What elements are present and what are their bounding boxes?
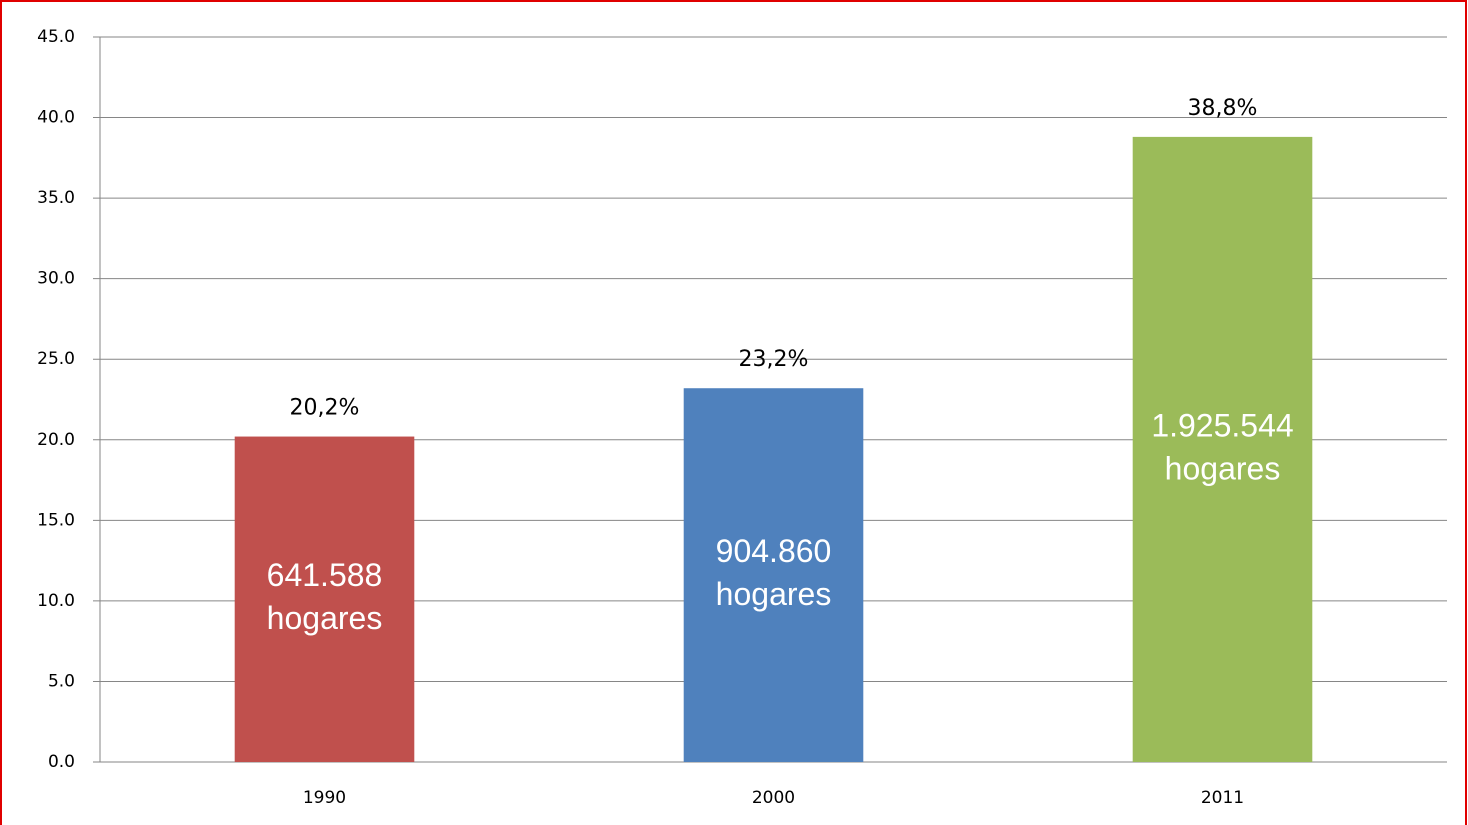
y-tick-label: 10.0 xyxy=(37,591,75,611)
bar-annotation: hogares xyxy=(1165,450,1281,486)
bar-annotation: 1.925.544 xyxy=(1151,407,1293,443)
y-tick-label: 35.0 xyxy=(37,188,75,208)
bar-annotation: 641.588 xyxy=(267,557,383,593)
y-tick-label: 40.0 xyxy=(37,108,75,128)
value-label: 20,2% xyxy=(290,396,360,421)
y-tick-label: 45.0 xyxy=(37,27,75,47)
y-tick-label: 30.0 xyxy=(37,269,75,289)
y-tick-label: 0.0 xyxy=(48,752,75,772)
bar xyxy=(234,436,415,762)
bar-annotation: hogares xyxy=(716,576,832,612)
y-tick-label: 15.0 xyxy=(37,510,75,530)
y-tick-label: 20.0 xyxy=(37,430,75,450)
value-label: 38,8% xyxy=(1188,96,1258,121)
bar xyxy=(1132,136,1313,762)
bar xyxy=(683,388,864,762)
x-tick-label: 1990 xyxy=(303,788,346,808)
bar-annotation: 904.860 xyxy=(716,533,832,569)
y-tick-label: 5.0 xyxy=(48,671,75,691)
y-tick-label: 25.0 xyxy=(37,349,75,369)
x-tick-label: 2000 xyxy=(752,788,795,808)
bar-annotation: hogares xyxy=(267,600,383,636)
x-tick-label: 2011 xyxy=(1201,788,1244,808)
value-label: 23,2% xyxy=(739,347,809,372)
